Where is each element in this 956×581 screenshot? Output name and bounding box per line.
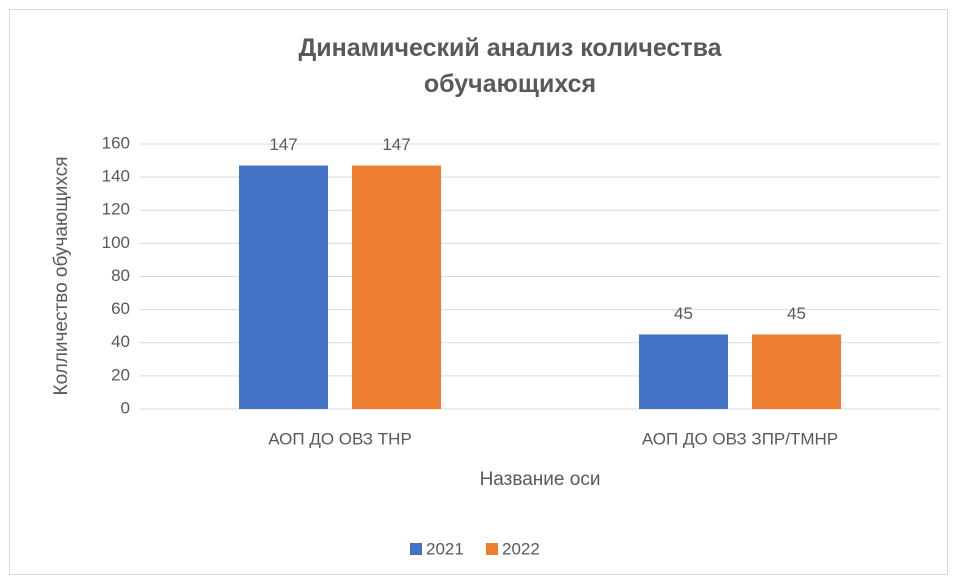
y-tick-label: 140	[102, 167, 130, 186]
chart-title: Динамический анализ количества обучающих…	[298, 34, 722, 98]
y-axis-title: Колличество обучающихся	[51, 157, 72, 396]
data-label: 45	[787, 304, 806, 323]
y-tick-label: 100	[102, 233, 130, 252]
bar	[352, 165, 441, 409]
y-tick-label: 40	[111, 332, 130, 351]
y-tick-label: 60	[111, 299, 130, 318]
y-tick-label: 0	[121, 398, 130, 417]
data-label: 147	[269, 135, 297, 154]
bar	[752, 334, 841, 409]
x-axis-title: Название оси	[480, 469, 601, 490]
y-tick-label: 20	[111, 365, 130, 384]
x-tick-label: АОП ДО ОВЗ ТНР	[268, 429, 412, 448]
legend-swatch	[410, 543, 422, 555]
y-tick-label: 160	[102, 133, 130, 152]
legend-label: 2022	[502, 539, 540, 558]
y-tick-label: 80	[111, 266, 130, 285]
data-label: 45	[674, 304, 693, 323]
legend-swatch	[486, 543, 498, 555]
x-tick-label: АОП ДО ОВЗ ЗПР/ТМНР	[642, 429, 838, 448]
chart-border	[9, 9, 948, 575]
bar	[639, 334, 728, 409]
legend-label: 2021	[426, 539, 464, 558]
y-tick-label: 120	[102, 200, 130, 219]
bar	[239, 165, 328, 409]
data-label: 147	[382, 135, 410, 154]
